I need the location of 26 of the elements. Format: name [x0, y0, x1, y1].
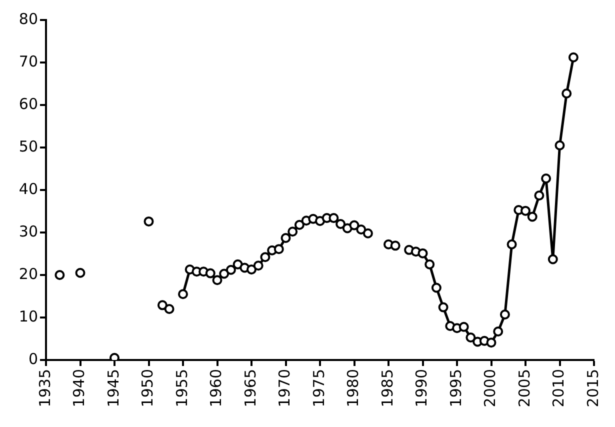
- x-tick-label: 1965: [241, 369, 260, 408]
- x-tick-label: 1960: [207, 369, 226, 408]
- y-tick-label: 70: [18, 52, 38, 70]
- x-tick-label: 1975: [310, 369, 328, 408]
- x-tick-label: 1980: [344, 369, 362, 408]
- y-tick-label: 20: [18, 264, 38, 283]
- x-tick-label: 1990: [412, 369, 431, 408]
- x-tick-label: 1955: [172, 369, 191, 408]
- x-tick-label: 2010: [550, 369, 568, 408]
- y-tick-label: 80: [18, 10, 38, 28]
- x-tick-label: 1940: [70, 369, 88, 408]
- x-tick-label: 1935: [36, 369, 54, 408]
- y-tick-label: 30: [18, 222, 38, 240]
- y-tick-label: 0: [28, 350, 38, 368]
- x-tick-label: 1995: [446, 369, 465, 408]
- y-tick-label: 60: [18, 94, 38, 113]
- x-tick-label: 2000: [481, 369, 500, 408]
- x-tick-label: 2015: [584, 369, 602, 408]
- y-tick-label: 10: [18, 307, 38, 326]
- x-tick-label: 1950: [138, 369, 157, 408]
- y-tick-label: 40: [18, 180, 38, 198]
- x-tick-label: 1970: [276, 369, 294, 408]
- x-tick-label: 1945: [104, 369, 122, 408]
- x-tick-label: 1985: [378, 369, 396, 408]
- x-tick-label: 2005: [515, 369, 534, 408]
- y-tick-label: 50: [18, 137, 38, 156]
